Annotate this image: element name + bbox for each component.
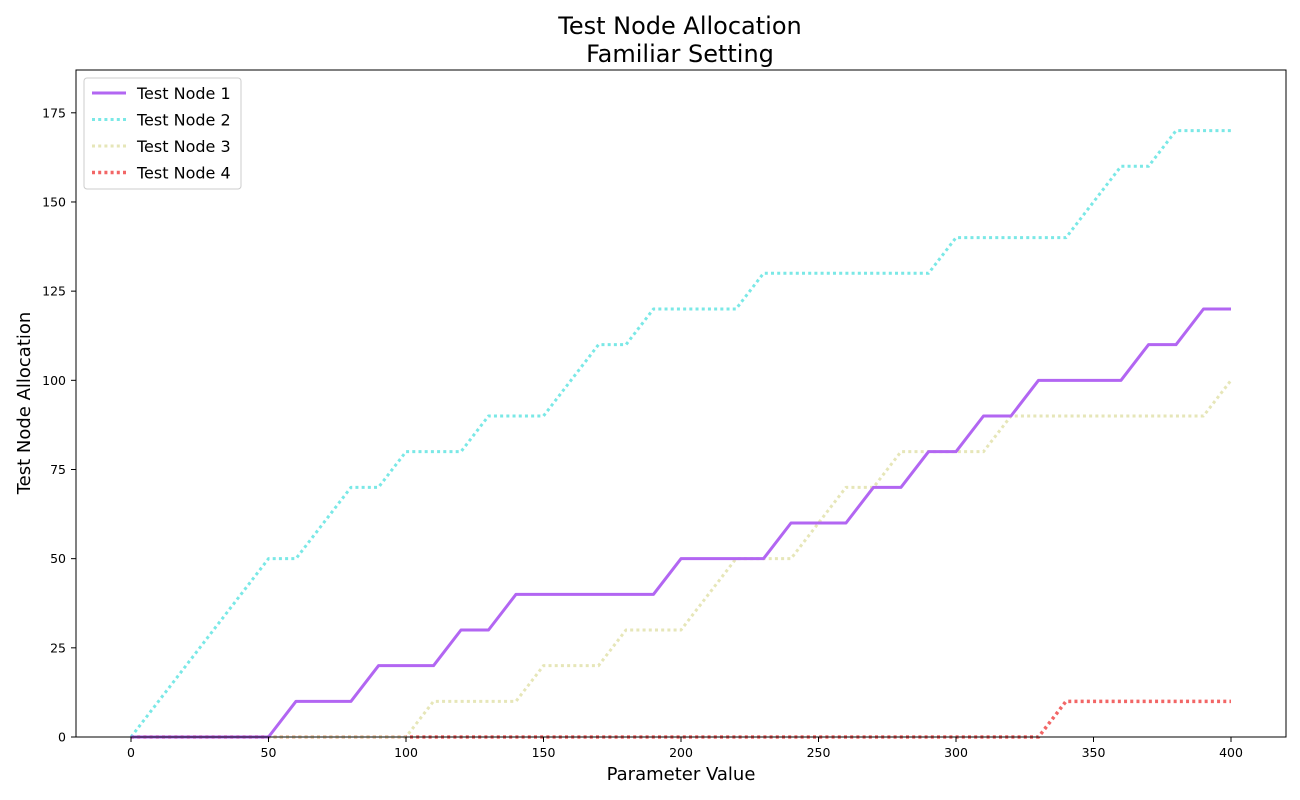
- y-axis: 0 25 50 75 100 125 150 175: [42, 105, 76, 745]
- chart-subtitle: Familiar Setting: [586, 40, 774, 68]
- x-tick-label: 150: [532, 745, 556, 760]
- series-line-test-node-3: [131, 379, 1233, 739]
- plot-frame: [75, 69, 1287, 738]
- y-tick-label: 50: [50, 551, 66, 566]
- y-tick-label: 125: [42, 284, 66, 299]
- x-tick-label: 200: [669, 745, 693, 760]
- y-tick-label: 75: [50, 462, 66, 477]
- legend-label-test-node-3: Test Node 3: [136, 137, 231, 156]
- y-axis-label: Test Node Allocation: [14, 312, 35, 496]
- legend: Test Node 1 Test Node 2 Test Node 3 Test No…: [83, 77, 242, 190]
- x-tick-label: 300: [944, 745, 968, 760]
- legend-label-test-node-4: Test Node 4: [136, 164, 231, 183]
- legend-box: [83, 77, 242, 190]
- y-tick-label: 100: [42, 373, 66, 388]
- legend-label-test-node-1: Test Node 1: [136, 84, 231, 103]
- series-line-test-node-4: [131, 699, 1231, 739]
- x-tick-label: 250: [807, 745, 831, 760]
- chart-title: Test Node Allocation: [557, 12, 801, 40]
- y-tick-label: 0: [58, 730, 66, 745]
- x-tick-label: 100: [394, 745, 418, 760]
- y-tick-label: 25: [50, 640, 66, 655]
- y-tick-label: 175: [42, 105, 66, 120]
- plot-area: [129, 129, 1233, 739]
- legend-label-test-node-2: Test Node 2: [136, 111, 231, 130]
- x-axis-label: Parameter Value: [607, 764, 756, 785]
- x-tick-label: 350: [1082, 745, 1106, 760]
- y-tick-label: 150: [42, 194, 66, 209]
- x-tick-label: 0: [127, 745, 135, 760]
- series-line-test-node-2: [129, 129, 1231, 738]
- x-tick-label: 400: [1219, 745, 1243, 760]
- x-tick-label: 50: [261, 745, 277, 760]
- x-axis: 0 50 100 150 200 250 300 350 400: [127, 737, 1243, 760]
- series-line-test-node-1: [131, 307, 1231, 739]
